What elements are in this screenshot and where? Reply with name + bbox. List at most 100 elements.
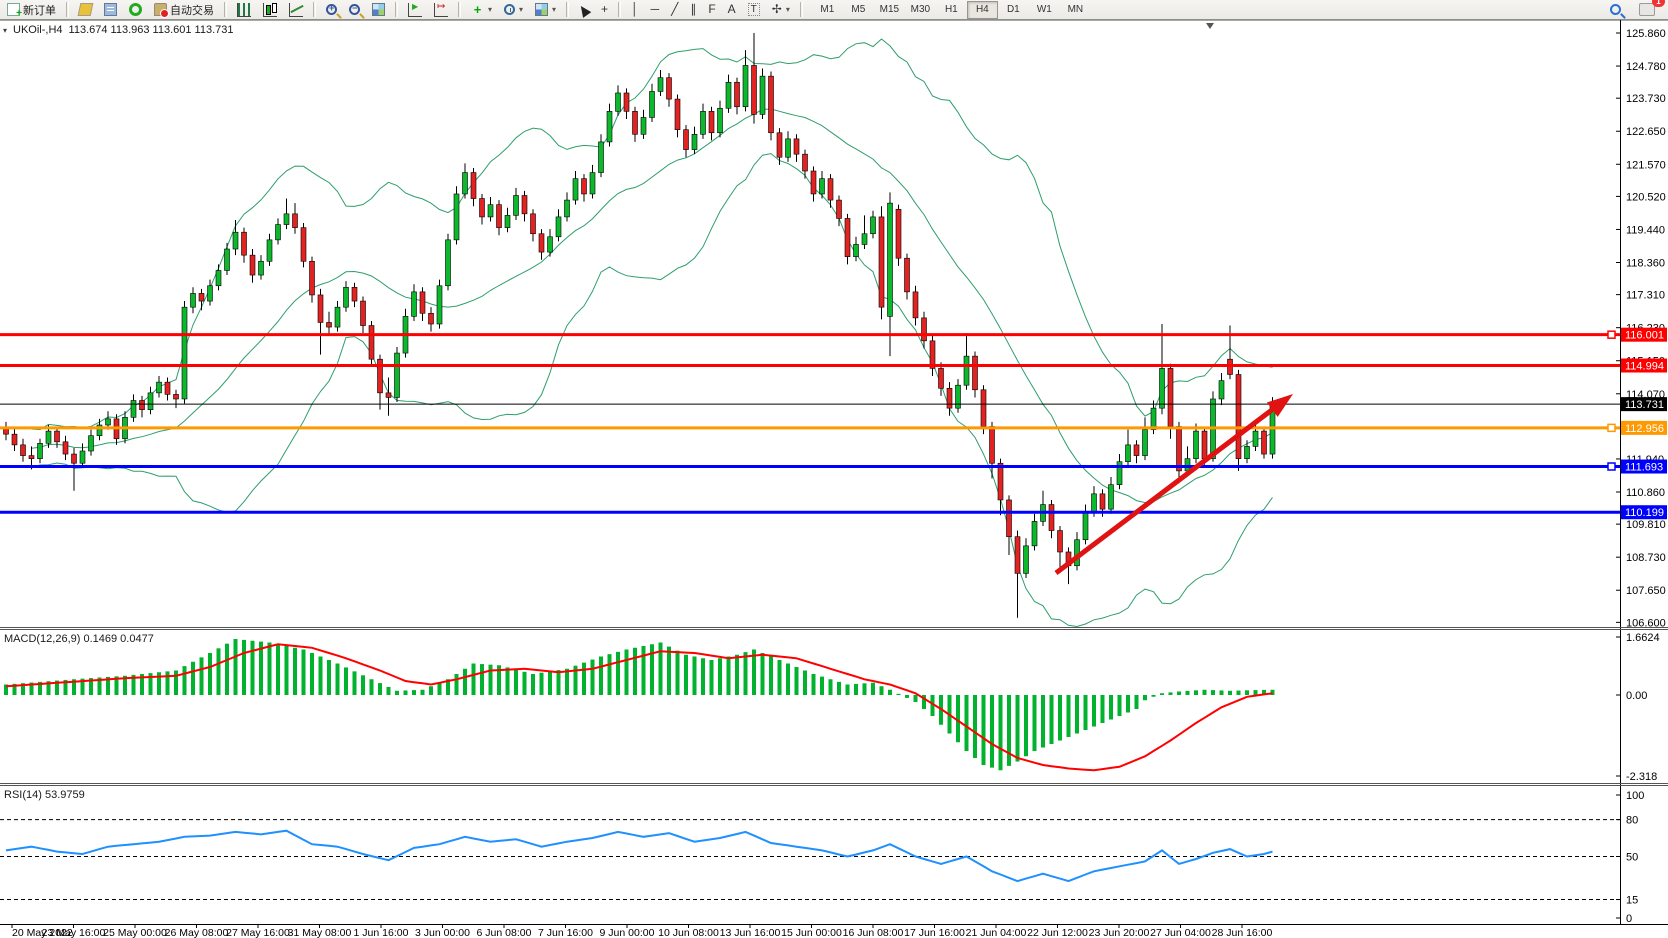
notifications-button[interactable]: 1 [1634, 0, 1665, 19]
macd-series [4, 639, 1275, 772]
price-tick-label: 108.730 [1626, 552, 1666, 564]
timeframe-MN-button[interactable]: MN [1067, 4, 1084, 15]
separator [224, 2, 227, 17]
autotrading-icon [154, 3, 169, 18]
time-label: 31 May 08:00 [288, 927, 352, 938]
line-chart-button[interactable] [284, 0, 308, 19]
symbol-ohlc: 113.674 113.963 113.601 113.731 [68, 24, 234, 36]
profiles-button[interactable] [99, 0, 122, 19]
fibonacci-tool-button[interactable]: F [703, 0, 720, 19]
time-label: 23 May 16:00 [42, 927, 106, 938]
separator [799, 2, 803, 17]
new-order-button[interactable]: 新订单 [2, 0, 61, 19]
indicators-button[interactable]: + ▾ [466, 0, 497, 19]
chart-shift-icon [434, 1, 448, 17]
time-axis[interactable] [0, 925, 1620, 938]
toolbar: 新订单 自动交易 + − +▾ ▾ ▾ + │ ─ ╱ ∥ F A T [0, 0, 1668, 20]
new-chart-button[interactable] [74, 0, 97, 19]
zoom-in-button[interactable]: + [321, 0, 342, 19]
timeframe-M1-button[interactable]: M1 [820, 4, 835, 15]
price-tick-label: 124.780 [1626, 61, 1666, 73]
svg-text:110.199: 110.199 [1625, 507, 1664, 519]
new-order-label: 新订单 [23, 4, 56, 17]
symbol-expand-icon[interactable]: ▾ [3, 25, 8, 35]
timeframe-W1-button[interactable]: W1 [1036, 4, 1052, 15]
trendline-tool-button[interactable]: ╱ [666, 0, 683, 19]
price-axis[interactable] [1621, 21, 1668, 924]
crosshair-tool-button[interactable]: + [596, 0, 613, 19]
rsi-pane[interactable] [0, 786, 1620, 923]
timeframe-M15-button[interactable]: M15 [879, 4, 900, 15]
timeframe-D1-button[interactable]: D1 [1006, 4, 1020, 15]
rsi-line [5, 829, 1273, 883]
time-label: 7 Jun 16:00 [538, 927, 593, 938]
main-chart-pane[interactable] [0, 21, 1620, 626]
time-label: 27 May 16:00 [226, 927, 290, 938]
timeframe-H4-button[interactable]: H4 [966, 0, 998, 19]
chevron-down-icon: ▾ [552, 5, 557, 14]
price-tick-label: 117.310 [1626, 290, 1665, 302]
rsi-label: RSI(14) 53.9759 [4, 789, 85, 801]
separator [566, 2, 570, 17]
macd-scale-label: -2.318 [1626, 771, 1657, 783]
price-tick-label: 125.860 [1626, 28, 1666, 40]
time-label: 28 Jun 16:00 [1212, 927, 1273, 938]
timeframe-H1-button[interactable]: H1 [944, 4, 958, 15]
trend-arrow[interactable] [1054, 394, 1293, 575]
macd-signal-line [5, 643, 1273, 772]
horizontal-levels [0, 330, 1620, 514]
cursor-tool-button[interactable] [574, 0, 594, 19]
channel-tool-button[interactable]: ∥ [685, 0, 701, 19]
time-label: 15 Jun 00:00 [781, 927, 842, 938]
candlestick-chart-button[interactable] [258, 0, 282, 19]
shift-marker-icon[interactable] [1206, 23, 1214, 29]
text-tool-button[interactable]: A [723, 0, 741, 19]
level-handle[interactable] [1607, 462, 1616, 471]
tile-windows-button[interactable] [367, 0, 390, 19]
auto-scroll-button[interactable] [403, 0, 427, 19]
svg-text:116.001: 116.001 [1625, 330, 1664, 342]
bar-chart-button[interactable] [232, 0, 256, 19]
time-label: 23 Jun 20:00 [1089, 927, 1150, 938]
chart-shift-button[interactable] [429, 0, 453, 19]
price-tick-label: 106.600 [1626, 617, 1666, 629]
level-handle[interactable] [1607, 423, 1616, 433]
timeframe-M30-button[interactable]: M30 [910, 4, 931, 15]
autotrading-label: 自动交易 [170, 4, 214, 17]
level-handle[interactable] [1607, 330, 1616, 339]
rsi-scale-label: 15 [1626, 895, 1638, 907]
time-label: 13 Jun 16:00 [720, 927, 781, 938]
signals-button[interactable] [124, 0, 147, 19]
time-label: 9 Jun 00:00 [600, 927, 655, 938]
horizontal-line-tool-button[interactable]: ─ [646, 0, 665, 19]
vertical-line-tool-button[interactable]: │ [626, 0, 644, 19]
price-label-113.731: 113.731 [1621, 397, 1667, 412]
bollinger-upper [31, 38, 1273, 431]
time-label: 17 Jun 16:00 [904, 927, 965, 938]
macd-pane[interactable] [0, 630, 1620, 782]
price-tick-label: 118.360 [1626, 258, 1665, 270]
separator [618, 2, 622, 17]
rsi-scale-label: 50 [1626, 852, 1638, 864]
trendline-icon: ╱ [671, 2, 679, 16]
label-tool-button[interactable]: T [743, 0, 765, 19]
templates-button[interactable]: ▾ [530, 0, 561, 19]
cursor-icon [576, 2, 592, 18]
crosshair-icon: + [601, 2, 609, 16]
svg-text:112.956: 112.956 [1625, 423, 1664, 435]
tile-windows-icon [372, 3, 385, 16]
timeframe-M5-button[interactable]: M5 [851, 4, 866, 15]
shapes-tool-button[interactable]: ✢ ▾ [767, 0, 795, 19]
price-label-111.693: 111.693 [1621, 459, 1667, 474]
periods-button[interactable]: ▾ [499, 0, 528, 19]
autotrading-button[interactable]: 自动交易 [149, 0, 219, 19]
time-label: 25 May 00:00 [103, 927, 167, 938]
chevron-down-icon: ▾ [488, 5, 493, 14]
separator [66, 2, 69, 17]
zoom-out-button[interactable]: − [344, 0, 365, 19]
search-button[interactable] [1605, 0, 1626, 19]
toolbar-right: 1 [1605, 0, 1666, 19]
